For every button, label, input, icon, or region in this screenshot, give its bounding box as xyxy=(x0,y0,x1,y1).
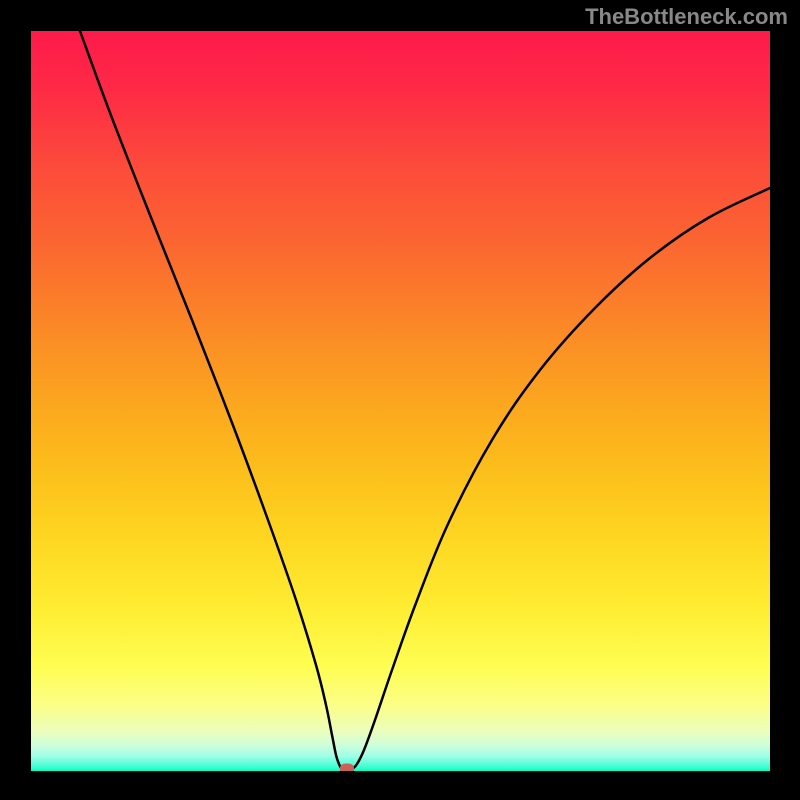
plot-border-right xyxy=(770,0,800,800)
plot-border-bottom xyxy=(0,771,800,800)
watermark-text: TheBottleneck.com xyxy=(585,4,788,30)
chart-gradient-background xyxy=(31,31,770,771)
plot-border-left xyxy=(0,0,31,800)
